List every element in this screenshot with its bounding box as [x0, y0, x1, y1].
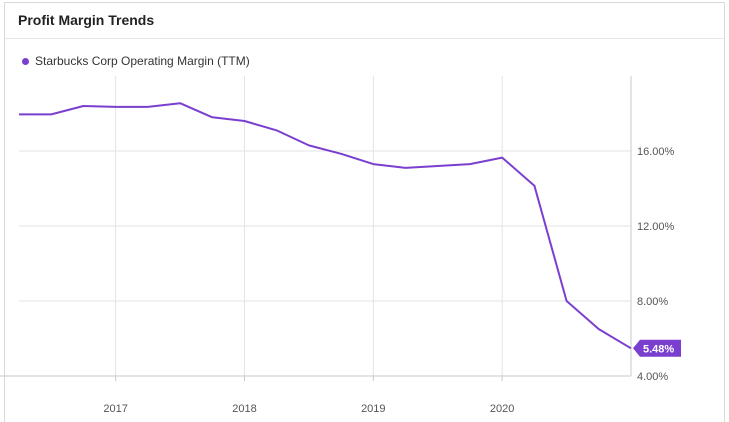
end-value-flag — [633, 339, 681, 357]
series-line — [19, 102, 632, 350]
chart-legend[interactable]: Starbucks Corp Operating Margin (TTM) — [22, 54, 250, 68]
x-tick-label: 2017 — [103, 403, 127, 415]
y-tick-label: 12.00% — [637, 221, 675, 233]
x-tick-label: 2020 — [490, 403, 514, 415]
x-tick-label: 2018 — [232, 403, 256, 415]
legend-marker — [22, 57, 29, 65]
chart-card: Profit Margin Trends Starbucks Corp Oper… — [4, 2, 725, 422]
y-tick-label: 16.00% — [637, 146, 675, 158]
chart-title: Profit Margin Trends — [18, 12, 155, 28]
y-tick-label: 8.00% — [637, 296, 668, 308]
title-divider — [5, 38, 724, 39]
end-value-label: 5.48% — [643, 343, 674, 355]
legend-label: Starbucks Corp Operating Margin (TTM) — [35, 54, 250, 68]
y-tick-label: 4.00% — [637, 371, 668, 383]
x-tick-label: 2019 — [361, 403, 385, 415]
